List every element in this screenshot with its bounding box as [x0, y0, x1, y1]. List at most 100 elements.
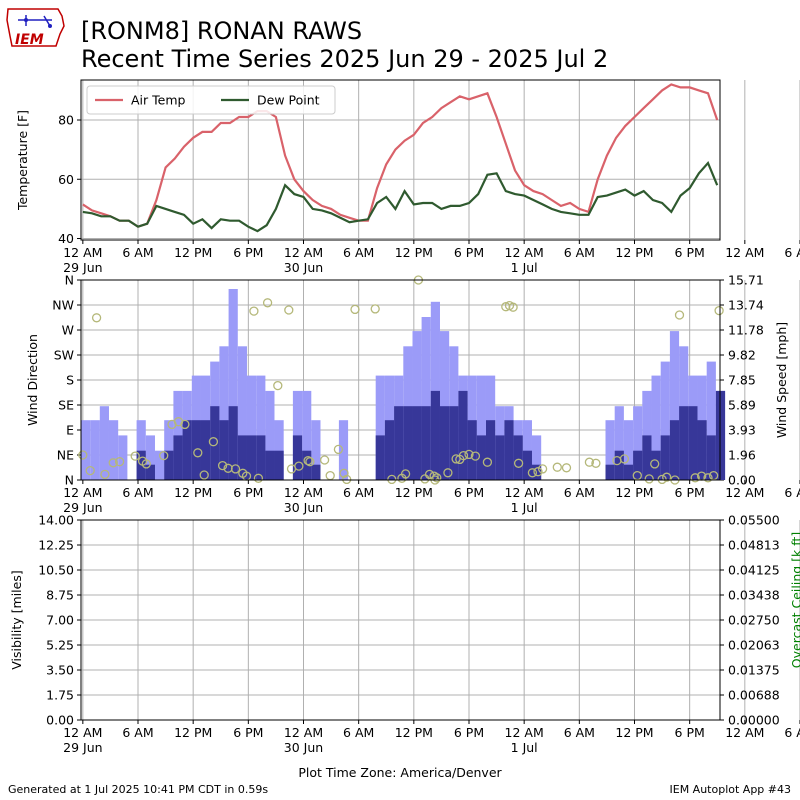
wind-direction-point — [294, 461, 304, 471]
wind-direction-point — [662, 472, 672, 482]
gust-bar — [136, 420, 146, 480]
vis-y-tick-label: 10.50 — [38, 563, 74, 578]
speed-bar — [403, 406, 413, 480]
legend-label: Dew Point — [257, 93, 320, 108]
gust-bar — [633, 406, 643, 480]
gust-bar — [706, 361, 716, 480]
vis-x-tick-label: 6 PM — [454, 725, 484, 740]
ceiling-y-tick-label: 0.05500 — [728, 513, 780, 528]
speed-bar — [623, 464, 634, 480]
gust-bar — [109, 420, 119, 480]
gust-bar — [228, 289, 238, 480]
wind-direction-point — [325, 470, 335, 481]
wind-direction-point — [451, 454, 461, 464]
wind-speed-tick-label: 15.71 — [728, 273, 764, 288]
wind-speed-tick-label: 3.93 — [728, 423, 756, 438]
logo-text: IEM — [15, 32, 44, 48]
wind-direction-point — [424, 469, 435, 480]
speed-bar — [440, 406, 450, 480]
wind-direction-point — [537, 464, 548, 474]
temp-y-axis-label: Temperature [F] — [15, 110, 30, 211]
gust-bar — [256, 375, 266, 480]
wind-direction-point — [342, 474, 352, 485]
wind-day-label: 30 Jun — [284, 500, 323, 515]
wind-speed-tick-label: 13.74 — [728, 298, 764, 313]
vis-y-tick-label: 0.00 — [46, 713, 74, 728]
speed-bar — [191, 420, 201, 480]
gust-bar — [237, 346, 247, 480]
speed-bar — [614, 450, 624, 480]
gust-bar — [476, 375, 486, 480]
gust-bar — [164, 420, 174, 480]
wind-x-tick-label: 12 AM — [284, 485, 323, 500]
vis-x-tick-label: 12 PM — [395, 725, 433, 740]
gust-bar — [440, 331, 450, 480]
gust-bar — [155, 450, 165, 480]
speed-bar — [210, 406, 220, 480]
wind-x-tick-label: 12 PM — [395, 485, 433, 500]
gust-bar — [532, 435, 542, 480]
temp-x-tick-label: 6 PM — [233, 245, 263, 260]
speed-bar — [412, 406, 422, 480]
speed-bar — [706, 435, 716, 480]
ceiling-y-tick-label: 0.02750 — [728, 613, 780, 628]
iowa-map-icon: IEM — [6, 8, 65, 48]
wind-x-tick-label: 12 AM — [725, 485, 764, 500]
gust-bar — [265, 390, 275, 480]
speed-bar — [633, 450, 643, 480]
vis-y-tick-label: 3.50 — [46, 663, 74, 678]
wind-x-tick-label: 6 AM — [564, 485, 595, 500]
wind-x-tick-label: 12 PM — [615, 485, 653, 500]
ceiling-y-tick-label: 0.00000 — [728, 713, 780, 728]
wind-direction-point — [91, 313, 102, 323]
wind-direction-point — [650, 459, 660, 469]
wind-direction-tick-label: NW — [52, 298, 74, 313]
wind-x-tick-label: 12 PM — [174, 485, 212, 500]
speed-bar — [182, 420, 192, 480]
gust-bar — [522, 420, 532, 480]
chart-title-line1: [RONM8] RONAN RAWS — [81, 17, 363, 45]
wind-direction-point — [387, 474, 397, 485]
speed-bar — [274, 450, 284, 480]
temp-day-label: 1 Jul — [511, 260, 538, 275]
wind-direction-point — [199, 470, 209, 480]
speed-bar — [458, 390, 468, 480]
wind-x-tick-label: 6 AM — [784, 485, 800, 500]
wind-direction-point — [674, 310, 685, 320]
wind-direction-point — [333, 444, 344, 455]
wind-direction-point — [141, 459, 151, 469]
speed-bar — [486, 420, 496, 480]
speed-bar — [430, 390, 440, 480]
wind-direction-point — [262, 298, 273, 308]
vis-x-tick-label: 6 PM — [233, 725, 263, 740]
wind-direction-point — [443, 468, 453, 478]
temp-y-tick-label: 80 — [58, 113, 74, 128]
wind-direction-point — [644, 474, 654, 484]
wind-direction-point — [339, 468, 349, 478]
vis-day-label: 30 Jun — [284, 740, 323, 755]
time-axis-label: Plot Time Zone: America/Denver — [298, 765, 502, 780]
wind-x-tick-label: 12 AM — [505, 485, 544, 500]
speed-bar — [394, 406, 404, 480]
wind-direction-point — [114, 457, 125, 467]
vis-y-tick-label: 1.75 — [46, 688, 74, 703]
wind-x-tick-label: 6 PM — [454, 485, 484, 500]
gust-bar — [247, 375, 257, 480]
speed-bar — [247, 435, 257, 480]
wind-direction-point — [561, 463, 572, 473]
speed-bar — [173, 435, 183, 480]
wind-direction-point — [249, 306, 259, 316]
vis-y-tick-label: 14.00 — [38, 513, 74, 528]
vis-x-tick-label: 12 AM — [284, 725, 323, 740]
wind-x-tick-label: 6 PM — [233, 485, 263, 500]
wind-day-label: 1 Jul — [511, 500, 538, 515]
gust-bar — [605, 420, 615, 480]
wind-speed-tick-label: 11.78 — [728, 323, 764, 338]
temp-x-tick-label: 6 AM — [343, 245, 374, 260]
wind-direction-tick-label: S — [66, 373, 74, 388]
speed-bar — [265, 450, 275, 480]
ceiling-y-tick-label: 0.03438 — [728, 588, 780, 603]
wind-speed-tick-label: 0.00 — [728, 473, 756, 488]
wind-direction-point — [85, 465, 95, 476]
iem-logo: IEM — [6, 6, 66, 50]
